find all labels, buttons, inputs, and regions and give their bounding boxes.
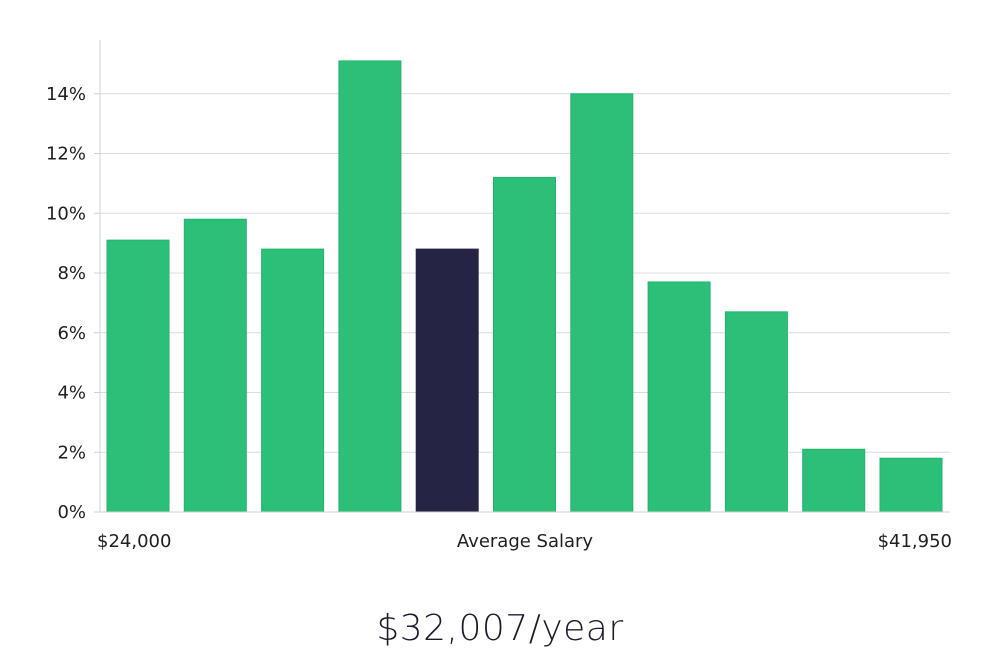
bar-6[interactable] xyxy=(493,176,556,513)
y-tick-label: 14% xyxy=(46,84,86,105)
bar-2[interactable] xyxy=(183,218,247,513)
bar-average-salary[interactable] xyxy=(415,248,479,513)
bar-9[interactable] xyxy=(724,311,788,513)
x-axis-title: Average Salary xyxy=(457,531,594,552)
x-axis-label-max: $41,950 xyxy=(878,531,952,552)
salary-distribution-chart: 0% 2% 4% 6% 8% 10% 12% 14% $24,000 Average Sala… xyxy=(46,40,952,552)
y-axis-ticks: 0% 2% 4% 6% 8% 10% 12% 14% xyxy=(46,84,100,523)
bar-1[interactable] xyxy=(106,239,170,513)
y-tick-label: 10% xyxy=(46,203,86,224)
bar-3[interactable] xyxy=(261,248,325,513)
y-tick-label: 0% xyxy=(57,502,86,523)
bar-7[interactable] xyxy=(570,93,634,513)
bar-11[interactable] xyxy=(879,457,943,513)
y-tick-label: 8% xyxy=(57,263,86,284)
bar-4[interactable] xyxy=(338,60,402,513)
y-tick-label: 4% xyxy=(57,383,86,404)
bar-8[interactable] xyxy=(647,281,711,513)
y-tick-label: 6% xyxy=(57,323,86,344)
x-axis-label-min: $24,000 xyxy=(97,531,171,552)
bars xyxy=(106,60,943,513)
average-salary-value: $32,007/year xyxy=(376,608,624,649)
y-tick-label: 12% xyxy=(46,144,86,165)
y-tick-label: 2% xyxy=(57,442,86,463)
bar-10[interactable] xyxy=(802,448,866,513)
